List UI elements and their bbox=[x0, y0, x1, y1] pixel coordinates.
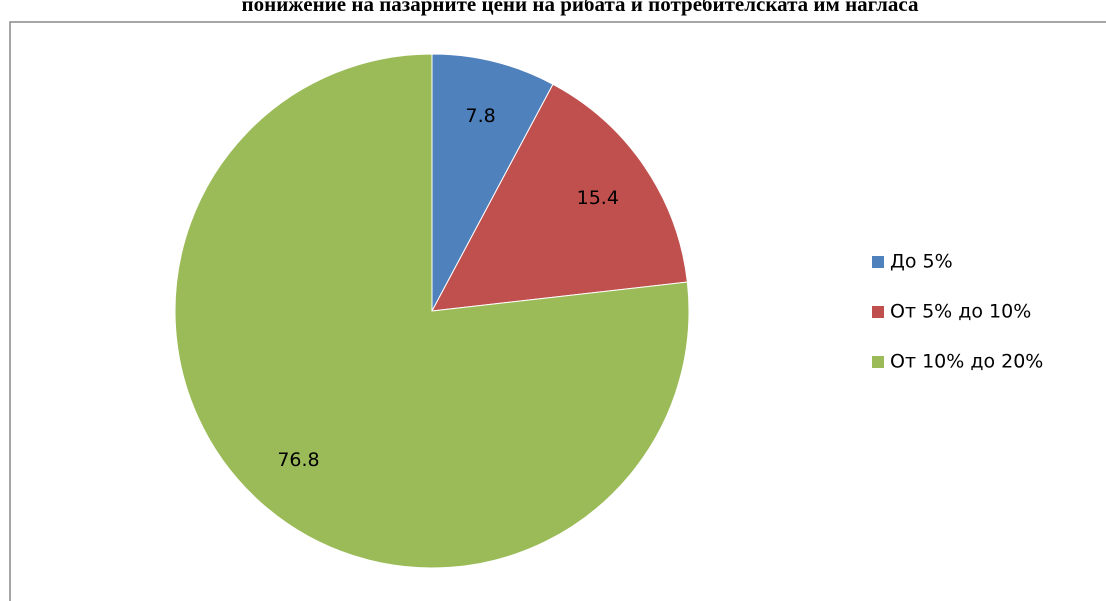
legend-swatch bbox=[872, 256, 884, 268]
legend-label: От 10% до 20% bbox=[890, 351, 1043, 373]
data-label: 15.4 bbox=[577, 187, 619, 209]
pie-slice bbox=[431, 83, 688, 312]
data-label: 76.8 bbox=[277, 449, 319, 471]
data-label: 7.8 bbox=[466, 105, 496, 127]
legend-swatch bbox=[872, 356, 884, 368]
pie-slice bbox=[174, 53, 690, 569]
legend-label: От 5% до 10% bbox=[890, 301, 1031, 323]
legend-swatch bbox=[872, 306, 884, 318]
pie-slice bbox=[431, 53, 554, 312]
legend-label: До 5% bbox=[890, 251, 953, 273]
chart-title: понижение на пазарните цени на рибата и … bbox=[242, 0, 919, 16]
chart-border bbox=[9, 21, 1106, 601]
